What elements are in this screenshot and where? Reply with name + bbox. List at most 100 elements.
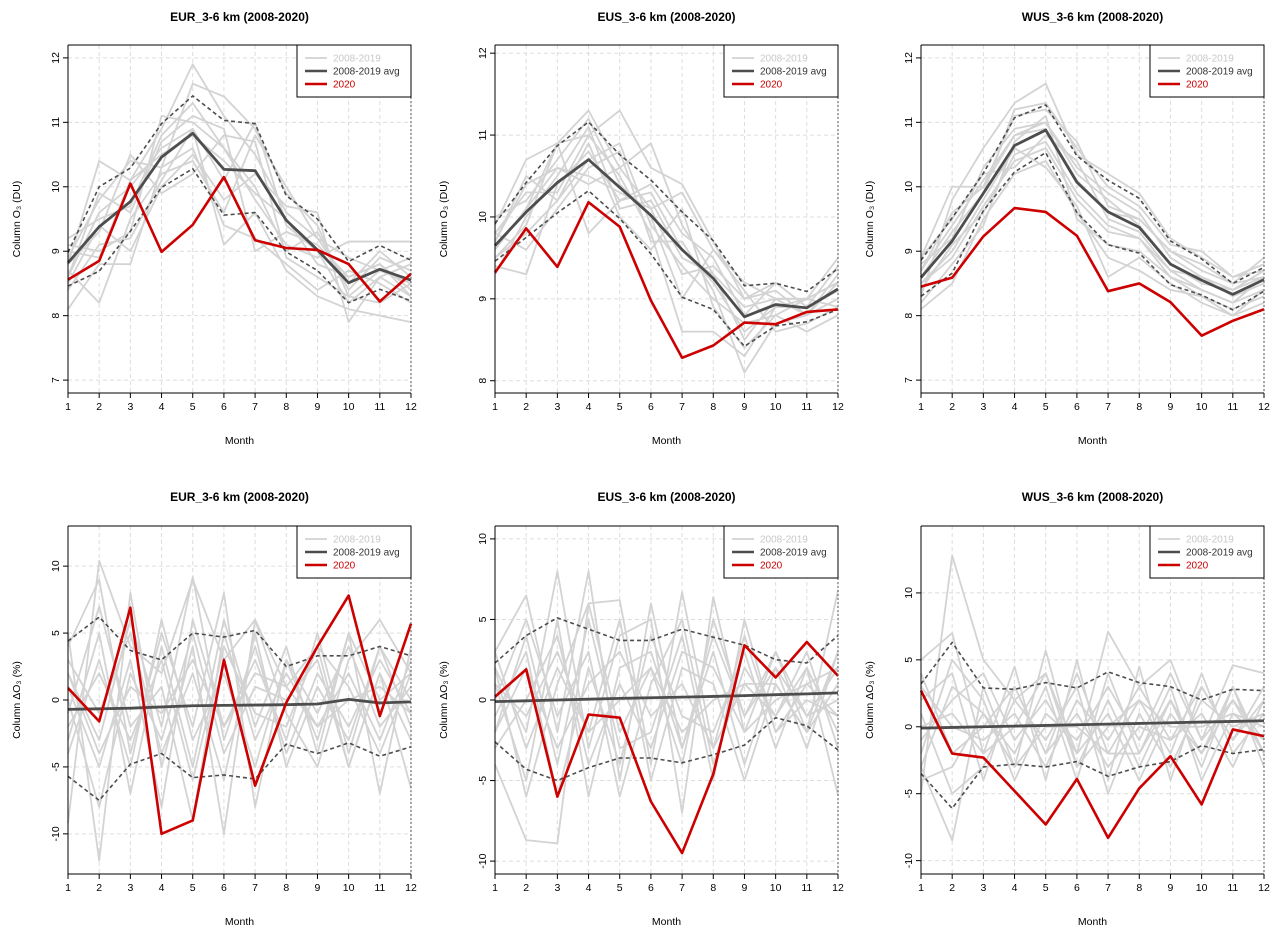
legend: 2008-2019 2008-2019 avg 2020 <box>1149 525 1265 579</box>
x-tick-label: 10 <box>1196 401 1208 413</box>
x-tick-label: 10 <box>1196 882 1208 894</box>
chart-title: EUS_3-6 km (2008-2020) <box>597 10 735 24</box>
x-tick-label: 5 <box>190 882 196 894</box>
y-tick-label: -5 <box>903 789 915 798</box>
y-tick-label: 12 <box>477 47 489 59</box>
x-axis-label: Month <box>1078 435 1107 447</box>
x-tick-label: 8 <box>283 882 289 894</box>
series-line-average <box>920 719 1265 730</box>
x-tick-label: 5 <box>190 401 196 413</box>
x-tick-label: 11 <box>374 401 385 413</box>
series-line-year <box>67 134 412 304</box>
chart-title: WUS_3-6 km (2008-2020) <box>1022 10 1163 24</box>
series-line-average <box>494 691 839 704</box>
x-tick-label: 10 <box>770 882 782 894</box>
x-tick-label: 5 <box>1043 882 1049 894</box>
legend-label-1: 2008-2019 <box>760 54 808 65</box>
x-tick-label: 11 <box>1227 882 1238 894</box>
legend: 2008-2019 2008-2019 avg 2020 <box>723 525 839 579</box>
y-tick-label: 7 <box>50 377 62 383</box>
series-line-year <box>920 121 1265 291</box>
chart-panel-2: EUS_3-6 km (2008-2020)1 2 3 4 5 6 7 8 9 10 11 12891… <box>438 10 844 447</box>
x-tick-label: 1 <box>492 401 498 413</box>
series-line-year <box>67 618 412 808</box>
y-tick-label: 10 <box>477 533 489 545</box>
series-line-year <box>920 672 1265 782</box>
x-tick-label: 7 <box>679 882 685 894</box>
series-line-year <box>920 554 1265 794</box>
series-line-year <box>494 650 839 734</box>
y-tick-label: -10 <box>903 853 915 868</box>
y-axis-label: Column ΔO₃ (%) <box>11 661 23 739</box>
x-tick-label: 3 <box>980 401 986 413</box>
x-tick-label: 11 <box>374 882 385 894</box>
chart-panel-1: EUR_3-6 km (2008-2020)1 2 3 4 5 6 7 8 9 10 11 12789… <box>11 10 417 447</box>
x-tick-label: 2 <box>523 882 529 894</box>
legend-label-3: 2020 <box>333 80 356 91</box>
chart-panel-4: EUR_3-6 km (2008-2020)1 2 3 4 5 6 7 8 9 10 11 12-10… <box>11 490 417 928</box>
y-tick-label: 5 <box>903 657 915 663</box>
chart-panel-3: WUS_3-6 km (2008-2020)1 2 3 4 5 6 7 8 9 10 11 12789… <box>864 10 1270 447</box>
x-tick-label: 7 <box>1105 401 1111 413</box>
legend: 2008-2019 2008-2019 avg 2020 <box>723 44 839 98</box>
legend-label-2: 2008-2019 avg <box>1186 67 1253 78</box>
series-line-lower-sd <box>67 742 412 802</box>
x-tick-label: 1 <box>65 401 71 413</box>
legend-label-3: 2020 <box>1186 80 1209 91</box>
legend-label-1: 2008-2019 <box>760 535 808 546</box>
x-tick-label: 9 <box>315 882 321 894</box>
series-line-lower-sd <box>920 151 1265 311</box>
series-line-year <box>67 632 412 782</box>
series-line-lower-sd <box>494 716 839 782</box>
y-axis-label: Column ΔO₃ (%) <box>438 661 450 739</box>
x-tick-label: 6 <box>221 401 227 413</box>
legend: 2008-2019 2008-2019 avg 2020 <box>1149 44 1265 98</box>
series-line-lower-sd <box>920 744 1265 810</box>
legend-label-2: 2008-2019 avg <box>333 67 400 78</box>
x-tick-label: 8 <box>283 401 289 413</box>
series-line-year <box>494 117 839 317</box>
y-tick-label: 8 <box>903 313 915 319</box>
x-tick-label: 9 <box>742 401 748 413</box>
x-tick-label: 9 <box>1168 882 1174 894</box>
series-line-upper-sd <box>920 104 1265 285</box>
series-line-upper-sd <box>494 121 839 293</box>
x-tick-label: 2 <box>96 401 102 413</box>
chart-title: EUS_3-6 km (2008-2020) <box>597 490 735 504</box>
legend-label-3: 2020 <box>1186 561 1209 572</box>
y-tick-label: 11 <box>903 117 915 128</box>
x-axis-label: Month <box>652 916 681 928</box>
x-tick-label: 9 <box>315 401 321 413</box>
y-axis-label: Column O₃ (DU) <box>864 181 876 258</box>
x-tick-label: 6 <box>1074 882 1080 894</box>
series-line-average <box>919 128 1265 296</box>
series-line-year <box>920 114 1265 317</box>
series-line-year <box>67 134 412 304</box>
x-tick-label: 11 <box>801 401 812 413</box>
chart-panel-5: EUS_3-6 km (2008-2020)1 2 3 4 5 6 7 8 9 10 11 12-10… <box>438 490 844 928</box>
y-tick-label: 12 <box>903 52 915 64</box>
y-tick-label: 11 <box>477 129 489 140</box>
series-line-year <box>67 147 412 310</box>
x-tick-label: 3 <box>127 882 133 894</box>
legend-label-2: 2008-2019 avg <box>760 548 827 559</box>
series-line-2020 <box>494 640 839 855</box>
series-line-year <box>494 618 839 782</box>
x-tick-label: 8 <box>710 401 716 413</box>
y-tick-label: 9 <box>903 248 915 254</box>
y-axis-label: Column O₃ (DU) <box>11 181 23 258</box>
series-line-year <box>920 160 1265 311</box>
series-line-year <box>920 672 1265 768</box>
legend-label-1: 2008-2019 <box>333 54 381 65</box>
y-axis-label: Column ΔO₃ (%) <box>864 661 876 739</box>
series-line-year <box>920 147 1265 304</box>
x-tick-label: 8 <box>1136 882 1142 894</box>
x-tick-label: 7 <box>1105 882 1111 894</box>
series-line-year <box>494 618 839 798</box>
series-line-year <box>67 102 412 291</box>
legend-label-2: 2008-2019 avg <box>333 548 400 559</box>
x-tick-label: 7 <box>252 401 258 413</box>
y-tick-label: 12 <box>50 52 62 64</box>
y-tick-label: 0 <box>50 697 62 703</box>
series-line-year <box>920 121 1265 291</box>
